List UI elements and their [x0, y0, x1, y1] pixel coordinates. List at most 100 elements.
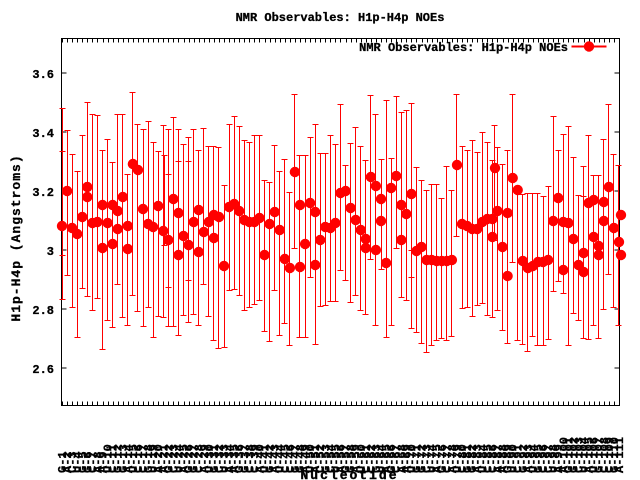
svg-text:A-78: A-78	[446, 444, 460, 473]
svg-text:G-37: G-37	[238, 444, 252, 473]
svg-text:A-65: A-65	[380, 444, 394, 473]
svg-text:G-58: G-58	[345, 444, 359, 473]
svg-text:A-87: A-87	[492, 444, 506, 473]
svg-text:G-66: G-66	[385, 444, 399, 473]
svg-text:U-50: U-50	[304, 444, 318, 473]
svg-text:U-33: U-33	[218, 444, 232, 473]
svg-text:A-75: A-75	[431, 444, 445, 473]
svg-text:C-16: C-16	[132, 444, 146, 473]
svg-text:C-39: C-39	[248, 444, 262, 473]
svg-text:C-73: C-73	[421, 444, 435, 473]
svg-text:G-101: G-101	[562, 437, 576, 473]
svg-text:C-80: C-80	[456, 444, 470, 473]
svg-text:3.2: 3.2	[32, 186, 54, 200]
svg-text:C-7: C-7	[86, 451, 100, 473]
svg-text:U-44: U-44	[274, 444, 288, 473]
svg-text:A-9: A-9	[97, 451, 111, 473]
svg-text:A-88: A-88	[497, 444, 511, 473]
svg-text:A-68: A-68	[395, 444, 409, 473]
svg-text:A-111: A-111	[613, 437, 627, 473]
svg-text:C-11: C-11	[107, 444, 121, 473]
svg-text:G-71: G-71	[411, 444, 425, 473]
svg-text:G-1: G-1	[56, 451, 70, 473]
svg-text:2.6: 2.6	[32, 363, 54, 377]
svg-text:A-2: A-2	[61, 451, 75, 473]
svg-text:NMR Observables: H1p-H4p NOEs: NMR Observables: H1p-H4p NOEs	[359, 41, 568, 55]
svg-text:3.6: 3.6	[32, 68, 54, 82]
svg-text:C-54: C-54	[324, 444, 338, 473]
svg-text:C-62: C-62	[365, 444, 379, 473]
svg-text:G-36: G-36	[233, 444, 247, 473]
svg-text:G-48: G-48	[294, 444, 308, 473]
svg-text:A-29: A-29	[198, 444, 212, 473]
svg-text:C-108: C-108	[598, 437, 612, 473]
svg-text:G-12: G-12	[112, 444, 126, 473]
svg-text:U-74: U-74	[426, 444, 440, 473]
svg-text:G-27: G-27	[188, 444, 202, 473]
svg-text:C-32: C-32	[213, 444, 227, 473]
svg-text:A-56: A-56	[335, 444, 349, 473]
svg-text:G-47: G-47	[289, 444, 303, 473]
svg-text:G-107: G-107	[593, 437, 607, 473]
svg-text:A-35: A-35	[228, 444, 242, 473]
svg-text:A-69: A-69	[400, 444, 414, 473]
svg-text:U-15: U-15	[127, 444, 141, 473]
svg-text:G-31: G-31	[208, 444, 222, 473]
svg-text:C-67: C-67	[390, 444, 404, 473]
svg-text:C-38: C-38	[243, 444, 257, 473]
svg-text:C-45: C-45	[279, 444, 293, 473]
svg-text:G-81: G-81	[461, 444, 475, 473]
svg-text:U-98: U-98	[547, 444, 561, 473]
svg-text:U-19: U-19	[147, 444, 161, 473]
svg-text:2.8: 2.8	[32, 304, 54, 318]
svg-text:U-64: U-64	[375, 444, 389, 473]
svg-text:3: 3	[47, 245, 54, 259]
svg-text:C-61: C-61	[360, 444, 374, 473]
svg-text:A-40: A-40	[254, 444, 268, 473]
svg-text:U-79: U-79	[451, 444, 465, 473]
svg-text:C-3: C-3	[66, 451, 80, 473]
svg-text:C-97: C-97	[542, 444, 556, 473]
svg-text:C-23: C-23	[167, 444, 181, 473]
svg-text:U-10: U-10	[102, 444, 116, 473]
svg-text:G-18: G-18	[142, 444, 156, 473]
svg-text:A-49: A-49	[299, 444, 313, 473]
svg-text:G-53: G-53	[319, 444, 333, 473]
svg-text:G-89: G-89	[502, 444, 516, 473]
svg-text:A-43: A-43	[269, 444, 283, 473]
svg-text:G-42: G-42	[264, 444, 278, 473]
svg-text:U-55: U-55	[329, 444, 343, 473]
svg-text:A-21: A-21	[157, 444, 171, 473]
svg-text:G-82: G-82	[466, 444, 480, 473]
svg-text:C-77: C-77	[441, 444, 455, 473]
svg-text:A-100: A-100	[557, 437, 571, 473]
svg-text:C-28: C-28	[193, 444, 207, 473]
svg-text:C-46: C-46	[284, 444, 298, 473]
svg-text:U-104: U-104	[578, 437, 592, 473]
svg-text:C-17: C-17	[137, 444, 151, 473]
svg-text:A-99: A-99	[552, 444, 566, 473]
svg-text:U-24: U-24	[173, 444, 187, 473]
svg-text:C-109: C-109	[603, 437, 617, 473]
svg-text:U-41: U-41	[259, 444, 273, 473]
svg-text:A-25: A-25	[178, 444, 192, 473]
svg-text:C-96: C-96	[537, 444, 551, 473]
svg-text:U-90: U-90	[507, 444, 521, 473]
svg-text:G-76: G-76	[436, 444, 450, 473]
svg-text:G-95: G-95	[532, 444, 546, 473]
svg-text:G-22: G-22	[162, 444, 176, 473]
svg-text:U-4: U-4	[71, 451, 85, 473]
svg-text:U-30: U-30	[203, 444, 217, 473]
svg-text:A-59: A-59	[350, 444, 364, 473]
svg-text:G-57: G-57	[340, 444, 354, 473]
svg-text:C-52: C-52	[314, 444, 328, 473]
svg-text:A-83: A-83	[471, 444, 485, 473]
svg-text:A-34: A-34	[223, 444, 237, 473]
svg-text:U-84: U-84	[476, 444, 490, 473]
svg-text:C-103: C-103	[573, 437, 587, 473]
svg-text:A-20: A-20	[152, 444, 166, 473]
svg-text:U-94: U-94	[527, 444, 541, 473]
svg-text:G-63: G-63	[370, 444, 384, 473]
svg-text:G-72: G-72	[416, 444, 430, 473]
svg-text:G-13: G-13	[117, 444, 131, 473]
